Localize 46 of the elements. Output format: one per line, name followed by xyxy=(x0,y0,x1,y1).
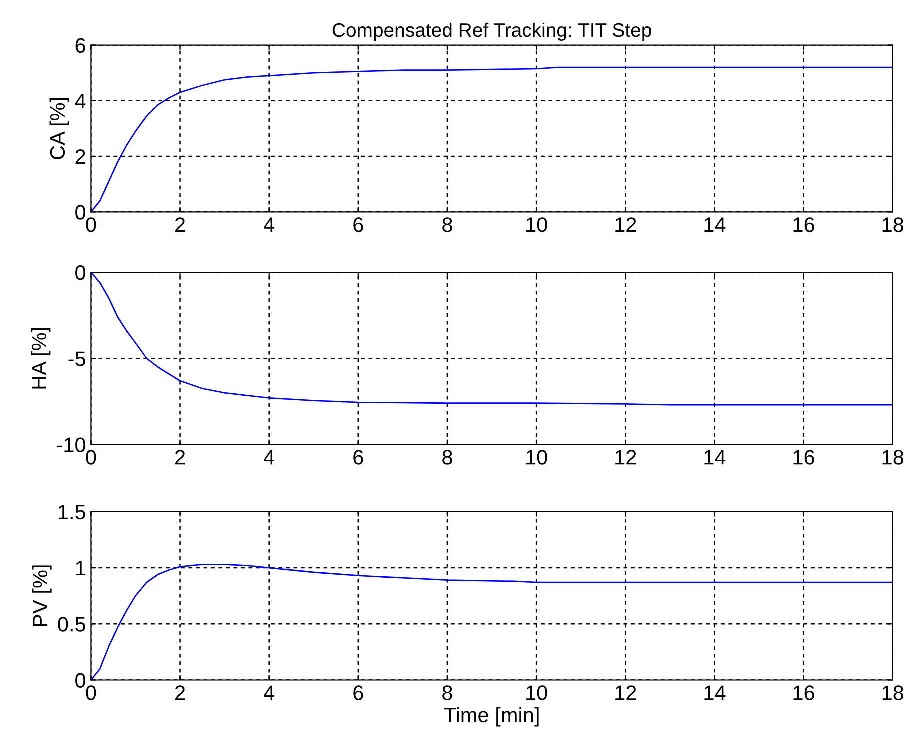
x-tick-label: 10 xyxy=(526,686,548,700)
y-tick-label: 4 xyxy=(75,94,86,108)
x-tick-label: 4 xyxy=(264,218,275,232)
x-tick-label: 14 xyxy=(704,686,726,700)
x-tick-label: 12 xyxy=(616,686,636,700)
x-tick-label: 14 xyxy=(704,218,726,232)
x-tick-label: 14 xyxy=(704,450,726,465)
x-tick-label: 2 xyxy=(176,686,186,700)
y-tick-label: 2 xyxy=(76,150,86,164)
x-tick-label: 6 xyxy=(354,218,364,232)
x-tick-label: 6 xyxy=(354,450,364,465)
x-tick-label: 4 xyxy=(264,686,275,700)
x-tick-label: 8 xyxy=(442,450,452,465)
y-tick-label: 1.5 xyxy=(58,505,86,520)
x-tick-label: 18 xyxy=(882,450,904,465)
x-axis-title: Time [min] xyxy=(444,707,539,727)
x-tick-label: 12 xyxy=(616,450,636,465)
x-tick-label: 0 xyxy=(86,686,96,700)
x-tick-label: 0 xyxy=(86,218,96,232)
x-tick-label: 10 xyxy=(526,218,548,232)
x-tick-label: 2 xyxy=(176,218,186,232)
y-tick-label: -5 xyxy=(68,352,86,366)
y-tick-label: 0 xyxy=(76,205,86,220)
y-axis-title: CA [%] xyxy=(50,98,70,160)
x-tick-label: 4 xyxy=(264,450,275,465)
y-axis-title: PV [%] xyxy=(32,566,52,626)
x-tick-label: 10 xyxy=(526,450,548,465)
x-tick-label: 16 xyxy=(794,450,814,465)
x-tick-label: 6 xyxy=(354,686,364,700)
x-tick-label: 12 xyxy=(616,218,636,232)
y-axis-title: HA [%] xyxy=(31,328,51,389)
y-tick-label: 6 xyxy=(76,38,86,54)
x-tick-label: 18 xyxy=(882,218,904,232)
x-tick-label: 18 xyxy=(882,686,904,700)
x-tick-label: 0 xyxy=(86,450,96,465)
x-tick-label: 2 xyxy=(176,450,186,465)
x-tick-label: 8 xyxy=(442,218,452,232)
y-tick-label: 0 xyxy=(76,266,86,280)
y-tick-label: 1 xyxy=(76,561,86,576)
chart-title: Compensated Ref Tracking: TIT Step xyxy=(332,22,652,41)
x-tick-label: 16 xyxy=(794,686,814,700)
x-tick-label: 8 xyxy=(442,686,452,700)
x-tick-label: 16 xyxy=(794,218,814,232)
y-tick-label: -10 xyxy=(57,438,86,452)
y-tick-label: 0 xyxy=(76,673,86,688)
y-tick-label: 0.5 xyxy=(58,617,86,632)
